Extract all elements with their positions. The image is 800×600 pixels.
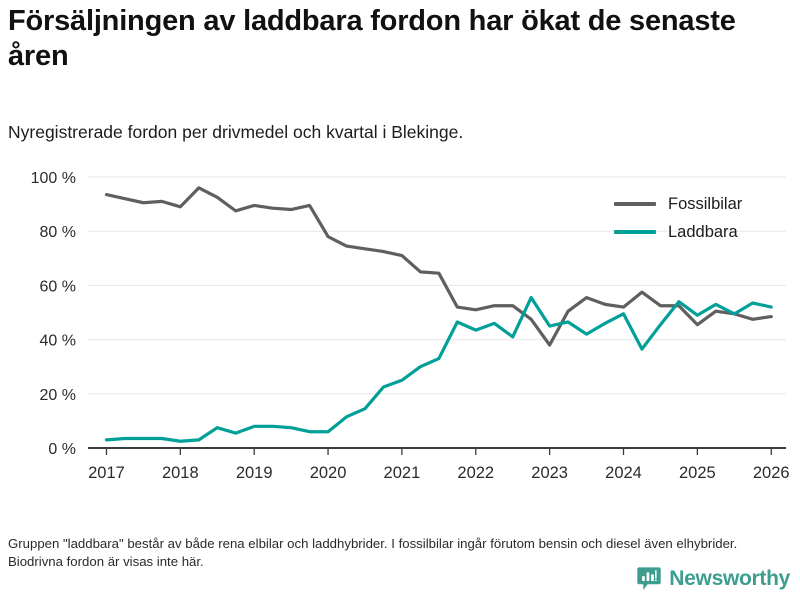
legend-label-laddbara: Laddbara (668, 222, 738, 241)
legend-swatch-laddbara (614, 230, 656, 234)
x-axis-tick-label: 2026 (753, 464, 790, 482)
page-title: Försäljningen av laddbara fordon har öka… (8, 5, 736, 73)
header: Försäljningen av laddbara fordon har öka… (8, 4, 768, 75)
x-axis-tick-label: 2023 (531, 464, 568, 482)
bar-chart-speech-bubble-icon (636, 566, 662, 592)
legend-swatch-fossilbilar (614, 202, 656, 206)
y-axis-tick-label: 60 % (40, 278, 76, 295)
series-line-fossilbilar[interactable] (104, 186, 773, 347)
line-chart-svg: 0 % 20 % 40 % 60 % 80 % 100 % 2017 2018 2019 202… (31, 170, 790, 482)
chart-subtitle: Nyregistrerade fordon per drivmedel och … (8, 122, 464, 142)
legend-item-fossilbilar[interactable]: Fossilbilar (614, 190, 794, 218)
x-axis-tick-label: 2021 (384, 464, 421, 482)
chart-legend: Fossilbilar Laddbara (614, 190, 794, 246)
x-axis-tick-label: 2020 (310, 464, 347, 482)
series-line-laddbara[interactable] (104, 295, 773, 443)
legend-label-fossilbilar: Fossilbilar (668, 194, 743, 213)
data-series-group (104, 186, 773, 443)
x-axis-tick-label: 2025 (679, 464, 716, 482)
x-axis-tick-label: 2017 (88, 464, 125, 482)
x-axis-tick-labels: 2017 2018 2019 2020 2021 2022 2023 2024 2025 2026 (88, 464, 789, 482)
newsworthy-wordmark: Newsworthy (669, 567, 790, 590)
x-axis-tick-label: 2024 (605, 464, 642, 482)
x-axis-tick-label: 2022 (457, 464, 494, 482)
y-axis-tick-label: 40 % (40, 333, 76, 350)
x-axis-tick-label: 2018 (162, 464, 199, 482)
gridlines (88, 176, 786, 449)
y-axis-tick-labels: 0 % 20 % 40 % 60 % 80 % 100 % (31, 170, 76, 458)
legend-item-laddbara[interactable]: Laddbara (614, 218, 794, 246)
chart-plot-area: 0 % 20 % 40 % 60 % 80 % 100 % 2017 2018 2019 202… (0, 160, 800, 490)
x-axis-tick-label: 2019 (236, 464, 273, 482)
y-axis-tick-label: 0 % (48, 441, 76, 458)
y-axis-tick-label: 20 % (40, 387, 76, 404)
y-axis-tick-label: 80 % (40, 224, 76, 241)
newsworthy-brand[interactable]: Newsworthy (636, 566, 790, 592)
chart-footnote: Gruppen "laddbara" består av både rena e… (8, 536, 738, 570)
x-axis-ticks (105, 448, 772, 455)
y-axis-tick-label: 100 % (31, 170, 76, 187)
